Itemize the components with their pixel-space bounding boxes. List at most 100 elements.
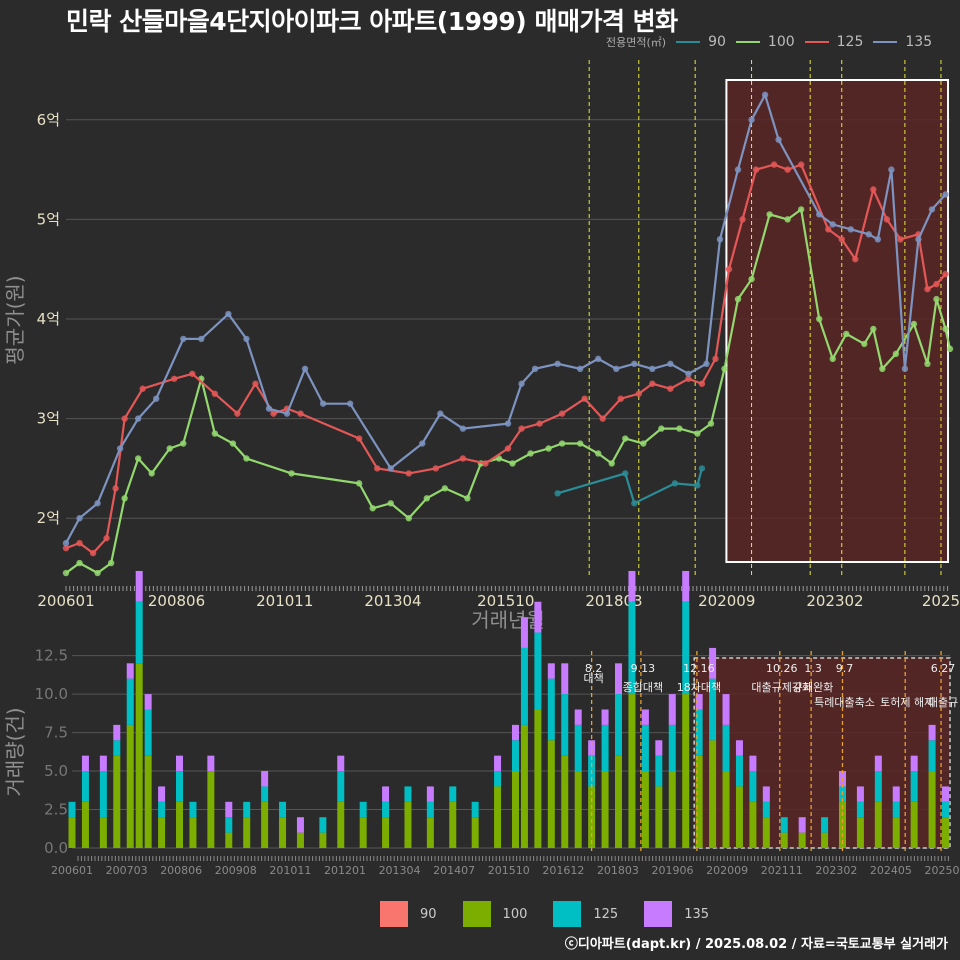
data-point-135: [847, 226, 854, 233]
bar-segment-135: [695, 694, 703, 710]
data-point-100: [558, 440, 566, 447]
data-point-100: [148, 470, 155, 477]
bar-segment-125: [337, 771, 345, 802]
policy-name-label: 대책: [584, 672, 604, 685]
data-point-135: [942, 191, 949, 198]
bar-segment-125: [126, 678, 134, 725]
data-point-125: [374, 465, 381, 472]
y-tick-label: 4억: [37, 310, 60, 328]
bar-segment-135: [176, 755, 184, 772]
y-tick-label: 5억: [37, 210, 60, 228]
bar-legend-item-90: 90: [380, 901, 437, 927]
data-point-135: [649, 365, 656, 373]
bar-segment-100: [113, 755, 121, 848]
bar-x-tick-label: 201407: [433, 864, 475, 877]
bar-segment-125: [574, 724, 582, 772]
data-point-125: [432, 465, 440, 472]
bar-segment-125: [382, 801, 390, 818]
data-point-100: [355, 480, 363, 487]
data-point-135: [265, 405, 273, 412]
bar-x-tick-label: 202405: [870, 864, 912, 877]
policy-name-label: 규제완화: [793, 681, 833, 694]
bar-y-tick-label: 7.5: [44, 724, 68, 742]
policy-date-label: 9.7: [836, 662, 854, 675]
bar-segment-135: [126, 663, 134, 679]
bar-segment-100: [722, 771, 730, 848]
data-point-100: [843, 330, 850, 338]
data-point-135: [62, 539, 70, 547]
data-point-135: [319, 400, 327, 407]
legend-swatch-135: [873, 41, 898, 43]
data-point-125: [825, 226, 832, 233]
bar-segment-135: [910, 755, 918, 772]
bar-segment-135: [113, 724, 121, 741]
bar-segment-135: [261, 771, 269, 787]
bar-segment-135: [426, 786, 434, 802]
bar-segment-135: [511, 724, 519, 741]
data-point-135: [225, 310, 232, 318]
data-point-100: [892, 350, 900, 358]
data-point-125: [739, 216, 746, 223]
legend-label-100: 100: [767, 34, 795, 50]
x-tick-label: 2025: [922, 592, 960, 610]
data-point-135: [134, 415, 142, 422]
bar-segment-125: [547, 678, 555, 741]
bar-segment-135: [722, 694, 730, 725]
policy-name-label: 18차대책: [677, 681, 721, 694]
x-tick-label: 201304: [364, 592, 421, 610]
bar-segment-125: [426, 801, 434, 818]
bar-segment-100: [641, 771, 649, 848]
bar-segment-100: [144, 755, 152, 848]
policy-name-label: 대출규제강화: [751, 681, 812, 694]
data-point-100: [166, 445, 173, 452]
bar-segment-135: [928, 724, 936, 741]
legend-label-125: 125: [836, 34, 864, 50]
bar-segment-100: [910, 801, 918, 848]
data-point-100: [879, 365, 886, 373]
data-point-100: [509, 460, 516, 467]
bar-segment-125: [928, 740, 936, 772]
bar-segment-125: [404, 786, 412, 802]
bar-segment-125: [279, 801, 287, 818]
data-point-100: [640, 440, 647, 447]
bar-segment-135: [207, 755, 215, 772]
bar-segment-135: [856, 786, 864, 802]
data-point-135: [829, 221, 836, 228]
bar-segment-135: [135, 570, 143, 602]
bar-segment-100: [874, 801, 882, 848]
chart-title: 민락 산들마을4단지아이파크 아파트(1999) 매매가격 변화: [66, 7, 678, 36]
y-tick-label: 6억: [37, 111, 60, 129]
data-point-100: [495, 455, 503, 462]
x-tick-label: 201011: [256, 592, 313, 610]
bar-segment-100: [735, 786, 743, 848]
data-point-100: [608, 460, 615, 467]
policy-date-label: 6.27: [931, 662, 956, 675]
bar-segment-125: [113, 740, 121, 756]
bar-segment-100: [534, 709, 542, 848]
legend-title: 전용면적(㎡): [606, 36, 667, 49]
bar-segment-135: [574, 709, 582, 725]
bar-segment-125: [762, 801, 770, 818]
data-point-90: [622, 470, 629, 477]
data-point-100: [229, 440, 237, 447]
legend-item-135: 135: [873, 34, 932, 50]
bar-segment-135: [615, 663, 623, 695]
data-point-135: [554, 360, 561, 368]
bar-segment-125: [628, 601, 636, 695]
data-point-100: [464, 495, 471, 502]
data-point-135: [613, 365, 620, 373]
data-point-100: [62, 569, 70, 577]
policy-date-label: 10.26: [766, 662, 798, 675]
bar-segment-135: [534, 601, 542, 633]
data-point-125: [121, 415, 128, 422]
bar-segment-135: [296, 817, 304, 833]
bar-segment-100: [207, 771, 215, 848]
bar-x-tick-label: 201011: [269, 864, 311, 877]
data-point-135: [761, 91, 769, 99]
data-point-125: [933, 280, 940, 288]
policy-name-label: 토허제 해제: [880, 695, 934, 709]
bar-segment-125: [158, 801, 166, 818]
bar-segment-125: [601, 724, 609, 772]
bar-segment-135: [547, 663, 555, 679]
